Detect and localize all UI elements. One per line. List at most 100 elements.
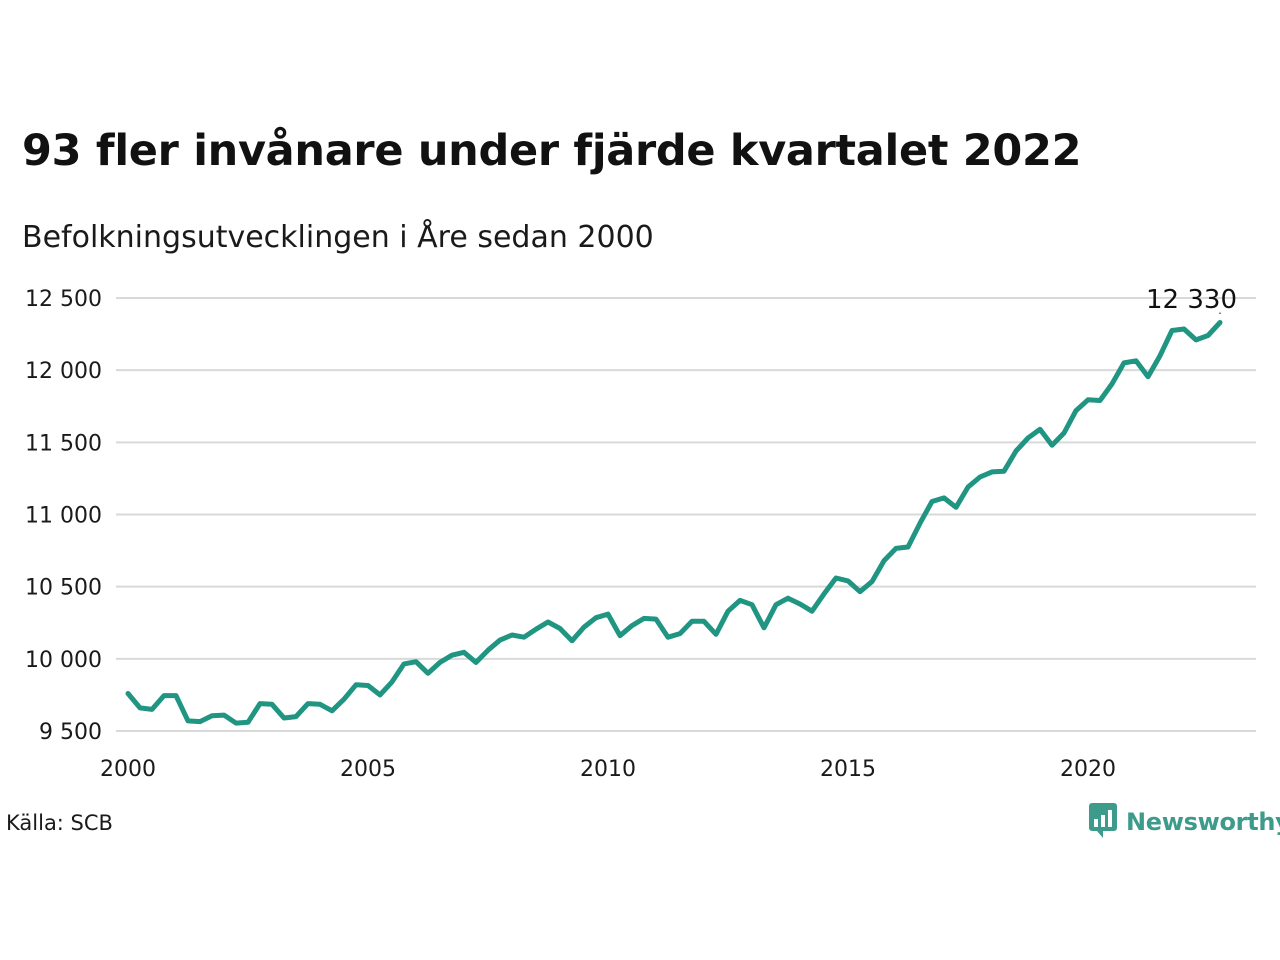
data-point bbox=[390, 680, 394, 684]
data-point bbox=[402, 662, 406, 666]
data-point bbox=[798, 602, 802, 606]
x-tick-label: 2020 bbox=[1060, 757, 1116, 782]
data-point bbox=[258, 702, 262, 705]
data-point bbox=[138, 706, 142, 710]
data-point bbox=[330, 709, 334, 712]
data-point bbox=[1194, 338, 1198, 342]
data-point bbox=[486, 649, 490, 652]
series-line bbox=[125, 320, 1223, 726]
data-point bbox=[582, 625, 586, 629]
data-point bbox=[546, 620, 550, 624]
data-point bbox=[270, 703, 274, 706]
data-point bbox=[558, 627, 562, 630]
data-point bbox=[426, 672, 430, 675]
data-point bbox=[414, 660, 418, 663]
data-point bbox=[642, 617, 646, 620]
data-point bbox=[126, 692, 130, 695]
data-point bbox=[198, 720, 202, 723]
series-layer bbox=[125, 320, 1223, 726]
data-point bbox=[282, 716, 286, 720]
data-point bbox=[630, 624, 634, 627]
data-point bbox=[1002, 470, 1006, 473]
annotation-label: 12 330 bbox=[1146, 285, 1237, 315]
data-point bbox=[966, 485, 970, 489]
data-point bbox=[666, 636, 670, 639]
y-tick-label: 11 500 bbox=[25, 431, 102, 456]
gridlines bbox=[116, 297, 1256, 732]
data-point bbox=[810, 610, 814, 613]
data-point bbox=[846, 579, 850, 583]
data-point bbox=[930, 500, 934, 503]
x-tick-label: 2010 bbox=[580, 757, 636, 782]
data-point bbox=[450, 654, 454, 657]
data-point bbox=[318, 703, 322, 706]
data-point bbox=[618, 634, 622, 637]
data-point bbox=[210, 714, 214, 717]
data-point bbox=[1158, 354, 1162, 357]
newsworthy-logo-icon bbox=[1088, 802, 1118, 842]
data-point bbox=[570, 639, 574, 642]
data-point bbox=[678, 632, 682, 635]
brand-logo: Newsworthy bbox=[1088, 802, 1280, 842]
data-point bbox=[366, 684, 370, 687]
data-point bbox=[222, 713, 226, 717]
y-tick-label: 12 500 bbox=[25, 287, 102, 312]
chart-subtitle: Befolkningsutvecklingen i Åre sedan 2000 bbox=[22, 220, 654, 255]
data-point bbox=[1182, 327, 1186, 331]
data-point bbox=[690, 620, 694, 623]
source-note: Källa: SCB bbox=[6, 811, 113, 835]
data-point bbox=[750, 603, 754, 606]
data-point bbox=[990, 470, 994, 474]
data-point bbox=[162, 694, 166, 697]
data-point bbox=[438, 661, 442, 664]
data-point bbox=[378, 693, 382, 697]
y-tick-label: 9 500 bbox=[39, 720, 102, 745]
data-point bbox=[726, 610, 730, 613]
data-point bbox=[474, 661, 478, 664]
data-point bbox=[294, 715, 298, 718]
data-point bbox=[714, 633, 718, 636]
annotation-layer: 12 330 bbox=[1146, 285, 1237, 315]
data-point bbox=[774, 603, 778, 606]
data-point bbox=[606, 612, 610, 616]
y-tick-label: 11 000 bbox=[25, 504, 102, 529]
y-axis: 9 500 10 000 10 500 11 000 11 500 12 000 12 50… bbox=[25, 287, 102, 745]
data-point bbox=[1026, 436, 1030, 440]
data-point bbox=[870, 580, 874, 583]
y-tick-label: 10 500 bbox=[25, 576, 102, 601]
data-point bbox=[1038, 428, 1042, 431]
y-tick-label: 10 000 bbox=[25, 648, 102, 673]
data-point bbox=[1050, 444, 1054, 447]
data-point bbox=[1206, 334, 1210, 337]
data-point bbox=[834, 576, 838, 580]
data-point bbox=[906, 545, 910, 549]
data-point bbox=[942, 496, 946, 500]
data-point bbox=[534, 628, 538, 631]
data-point bbox=[882, 559, 886, 562]
data-point bbox=[702, 620, 706, 623]
data-point bbox=[858, 590, 862, 593]
data-point bbox=[510, 633, 514, 637]
x-tick-label: 2015 bbox=[820, 757, 876, 782]
data-point bbox=[522, 636, 526, 639]
x-tick-label: 2000 bbox=[100, 757, 156, 782]
data-point bbox=[1098, 399, 1102, 402]
data-point bbox=[174, 694, 178, 697]
y-tick-label: 12 000 bbox=[25, 359, 102, 384]
data-point bbox=[1146, 375, 1150, 378]
data-point bbox=[738, 599, 742, 602]
data-point bbox=[342, 698, 346, 701]
data-point bbox=[1170, 329, 1174, 332]
data-point bbox=[1014, 449, 1018, 453]
data-point bbox=[786, 597, 790, 600]
data-point bbox=[1086, 398, 1090, 401]
data-point bbox=[498, 638, 502, 642]
data-point bbox=[246, 721, 250, 724]
data-point bbox=[1134, 359, 1138, 362]
data-point bbox=[354, 683, 358, 686]
data-point bbox=[654, 617, 658, 621]
x-tick-label: 2005 bbox=[340, 757, 396, 782]
data-point bbox=[894, 547, 898, 550]
data-point bbox=[150, 708, 154, 711]
data-point bbox=[1074, 409, 1078, 412]
